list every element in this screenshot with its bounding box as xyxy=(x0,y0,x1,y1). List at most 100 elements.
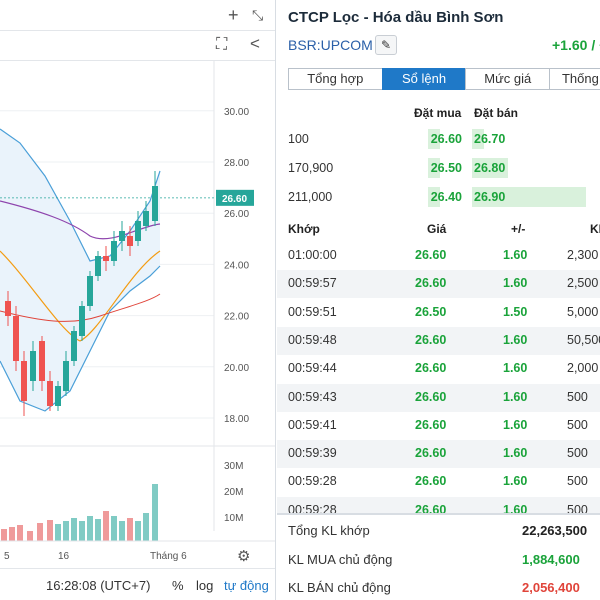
order-book-row[interactable]: 100 26.60 26.70 xyxy=(277,126,600,152)
volume-bar xyxy=(1,529,7,541)
ask-price: 26.70 xyxy=(474,132,506,146)
candle-body xyxy=(111,241,117,261)
candle-body xyxy=(71,331,77,361)
chart-toolbar: ⛶ < xyxy=(0,31,275,61)
bid-header: Đặt mua xyxy=(414,106,462,120)
trade-volume: 2,000 xyxy=(567,361,599,376)
trade-change: 1.50 xyxy=(503,304,528,319)
volume-bar xyxy=(127,518,133,541)
trade-time: 00:59:51 xyxy=(288,304,337,319)
trade-change: 1.60 xyxy=(503,474,528,489)
volume-bar xyxy=(27,531,33,541)
chart-topbar: + ⤡ xyxy=(0,0,275,31)
fullscreen-icon[interactable]: ⛶ xyxy=(216,36,228,53)
trade-volume: 500 xyxy=(567,474,588,489)
collapse-arrows-icon[interactable]: ⤡ xyxy=(252,7,264,23)
price-axis-label: 18.00 xyxy=(224,414,249,425)
candle-body xyxy=(127,236,133,246)
ticker-symbol[interactable]: BSR:UPCOM xyxy=(288,37,373,53)
bid-price: 26.40 xyxy=(430,190,462,204)
volume-axis-label: 30M xyxy=(224,461,243,472)
candle-body xyxy=(119,231,125,241)
trade-volume: 5,000 xyxy=(567,304,599,319)
trade-time: 00:59:57 xyxy=(288,276,337,291)
trade-time: 00:59:48 xyxy=(288,332,337,347)
candle-body xyxy=(63,361,69,391)
trade-row[interactable]: 00:59:51 26.50 1.50 5,000 xyxy=(277,299,600,327)
price-axis-label: 22.00 xyxy=(224,312,249,323)
trade-price: 26.50 xyxy=(415,304,447,319)
tab-statistics[interactable]: Thống kê xyxy=(549,68,600,90)
bid-depth-bar xyxy=(428,129,440,149)
active-buy-value: 1,884,600 xyxy=(522,552,580,567)
trades-time-header: Khớp xyxy=(288,222,320,236)
price-chart[interactable]: 30.00 28.00 26.00 24.00 22.00 20.00 18.00 26.60… xyxy=(0,61,276,568)
trade-row[interactable]: 00:59:41 26.60 1.60 500 xyxy=(277,412,600,440)
candle-body xyxy=(143,211,149,226)
bid-price: 26.60 xyxy=(430,132,462,146)
ask-price: 26.90 xyxy=(474,190,506,204)
gear-icon[interactable]: ⚙ xyxy=(237,547,250,565)
trade-time: 00:59:28 xyxy=(288,474,337,489)
trades-change-header: +/- xyxy=(511,222,526,236)
volume-bar xyxy=(17,525,23,541)
trade-change: 1.60 xyxy=(503,248,528,262)
trade-change: 1.60 xyxy=(503,276,528,291)
trade-row[interactable]: 00:59:48 26.60 1.60 50,500 xyxy=(277,326,600,355)
volume-bar xyxy=(71,518,77,541)
trade-change: 1.60 xyxy=(503,389,528,404)
candle-body xyxy=(152,186,158,221)
trade-volume: 500 xyxy=(567,417,588,432)
trade-volume: 500 xyxy=(567,389,588,404)
volume-bar xyxy=(119,521,125,541)
chart-bottombar: 16:28:08 (UTC+7) % log tự động xyxy=(0,568,275,600)
volume-bar xyxy=(37,523,43,541)
percent-toggle[interactable]: % xyxy=(172,578,184,593)
trade-row[interactable]: 01:00:00 26.60 1.60 2,300 xyxy=(277,242,600,270)
candle-body xyxy=(55,386,61,406)
trade-volume: 500 xyxy=(567,446,588,461)
candle-body xyxy=(47,381,53,406)
volume-axis-label: 20M xyxy=(224,487,243,498)
active-sell-row: KL BÁN chủ động 2,056,400 xyxy=(277,573,600,600)
ask-depth-bar xyxy=(472,158,508,178)
candle-body xyxy=(87,276,93,306)
trade-change: 1.60 xyxy=(503,417,528,432)
volume-bar xyxy=(95,519,101,541)
bollinger-band-fill xyxy=(0,129,160,411)
auto-toggle[interactable]: tự động xyxy=(224,578,269,593)
tab-summary[interactable]: Tổng hợp xyxy=(288,68,382,90)
candle-body xyxy=(95,256,101,276)
ask-depth-bar xyxy=(472,187,586,207)
log-toggle[interactable]: log xyxy=(196,578,214,593)
order-book-row[interactable]: 170,900 26.50 26.80 xyxy=(277,155,600,181)
order-book-volume: 170,900 xyxy=(288,161,334,175)
candle-body xyxy=(79,306,85,336)
plus-icon[interactable]: + xyxy=(228,5,239,25)
volume-bar xyxy=(135,521,141,541)
trade-row[interactable]: 00:59:44 26.60 1.60 2,000 xyxy=(277,355,600,383)
time-display: 16:28:08 (UTC+7) xyxy=(46,578,151,593)
trade-row[interactable]: 00:59:57 26.60 1.60 2,500 xyxy=(277,270,600,299)
share-icon[interactable]: < xyxy=(250,34,260,53)
tab-price-levels[interactable]: Mức giá xyxy=(465,68,550,90)
stock-panel: CTCP Lọc - Hóa dầu Bình Sơn BSR:UPCOM ✎ … xyxy=(277,0,600,600)
tab-order-book[interactable]: Sổ lệnh xyxy=(381,68,466,90)
trade-row[interactable]: 00:59:39 26.60 1.60 500 xyxy=(277,440,600,469)
bid-price: 26.50 xyxy=(430,161,462,175)
trade-time: 00:59:43 xyxy=(288,389,337,404)
price-axis-label: 24.00 xyxy=(224,260,249,271)
trade-row[interactable]: 00:59:28 26.60 1.60 500 xyxy=(277,468,600,496)
volume-bar xyxy=(47,520,53,541)
trade-row[interactable]: 00:59:43 26.60 1.60 500 xyxy=(277,383,600,412)
price-axis-label: 26.00 xyxy=(224,209,249,220)
volume-bar xyxy=(111,516,117,541)
pencil-icon[interactable]: ✎ xyxy=(375,35,397,55)
total-volume-value: 22,263,500 xyxy=(522,523,588,538)
trade-price: 26.60 xyxy=(415,332,447,347)
last-price-tag-label: 26.60 xyxy=(222,194,247,205)
price-axis-label: 30.00 xyxy=(224,107,249,118)
volume-bar xyxy=(55,524,61,541)
order-book-row[interactable]: 211,000 26.40 26.90 xyxy=(277,184,600,210)
last-price-tag xyxy=(216,189,254,206)
